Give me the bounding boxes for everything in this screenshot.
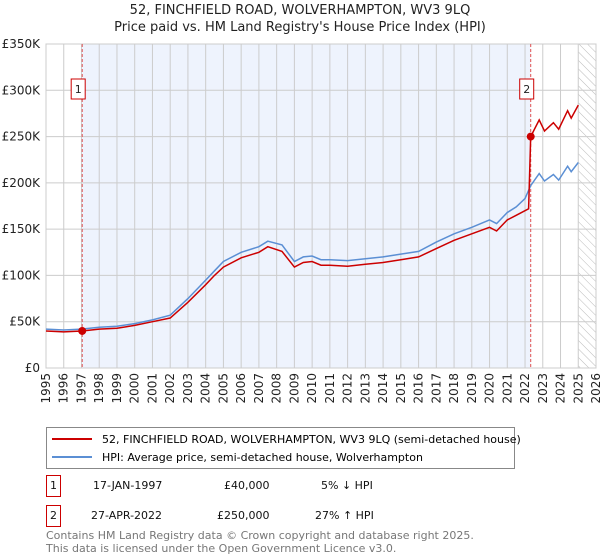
x-tick-label: 2026 [589,373,600,404]
footer: Contains HM Land Registry data © Crown c… [46,529,474,555]
sale-label: 1 [75,83,82,96]
x-tick-label: 2013 [358,373,372,404]
x-tick-label: 2008 [270,373,284,404]
x-tick-label: 1998 [92,373,106,404]
x-tick-label: 1997 [74,373,88,404]
y-tick-label: £0 [25,361,40,375]
hpi-line [45,162,579,331]
sale-hpi-delta: 5% ↓ HPI [321,479,373,492]
sale-point [526,132,535,141]
legend-swatch-red [52,438,92,440]
sale-label-box [70,78,86,100]
x-tick-label: 2015 [394,373,408,404]
y-tick-label: £100K [2,268,42,282]
forecast-hatch [578,44,596,368]
x-tick-label: 2019 [465,373,479,404]
x-tick-label: 2017 [429,373,443,404]
sale-price: £40,000 [224,479,270,492]
y-tick-label: £50K [9,315,41,329]
y-tick-label: £250K [2,130,42,144]
x-tick-label: 1999 [110,373,124,404]
x-tick-label: 2023 [536,373,550,404]
legend: 52, FINCHFIELD ROAD, WOLVERHAMPTON, WV3 … [46,427,521,469]
x-tick-label: 2024 [554,373,568,404]
price-chart: 1995 1996 1997 1998 1999 2000 2001 2002 2003 2004… [2,37,600,404]
sale-point [78,326,87,335]
sale-marker-badge: 1 [46,475,61,497]
sale-marker-badge: 2 [46,505,61,527]
x-tick-label: 1996 [57,373,71,404]
x-tick-label: 2012 [341,373,355,404]
sale-date: 17-JAN-1997 [93,479,163,492]
x-tick-label: 2025 [571,373,585,404]
x-tick-label: 2018 [447,373,461,404]
legend-swatch-blue [52,456,92,458]
plot-frame [45,43,597,369]
sale-price: £250,000 [217,509,270,522]
x-tick-label: 2021 [500,373,514,404]
legend-item-property: 52, FINCHFIELD ROAD, WOLVERHAMPTON, WV3 … [47,430,521,448]
x-tick-label: 2003 [181,373,195,404]
x-tick-label: 2001 [145,373,159,404]
footer-licence: This data is licensed under the Open Gov… [46,542,397,555]
x-tick-label: 2002 [163,373,177,404]
x-tick-label: 2007 [252,373,266,404]
sale-label: 2 [523,83,530,96]
y-tick-label: £200K [2,176,42,190]
x-tick-label: 2000 [128,373,142,404]
transaction-row: 2 27-APR-2022 £250,000 27% ↑ HPI [46,505,446,527]
sale-date: 27-APR-2022 [91,509,163,522]
legend-label: 52, FINCHFIELD ROAD, WOLVERHAMPTON, WV3 … [102,432,521,446]
y-tick-label: £350K [2,37,42,51]
ownership-shading [82,44,531,368]
x-tick-label: 2014 [376,373,390,404]
x-tick-label: 1995 [39,373,53,404]
x-tick-label: 2022 [518,373,532,404]
chart-title: 52, FINCHFIELD ROAD, WOLVERHAMPTON, WV3 … [129,3,471,18]
transaction-row: 1 17-JAN-1997 £40,000 5% ↓ HPI [46,475,446,497]
x-tick-label: 2010 [305,373,319,404]
x-tick-label: 2004 [199,373,213,404]
sale-label-box [519,78,535,100]
x-tick-label: 2009 [287,373,301,404]
footer-copyright: Contains HM Land Registry data © Crown c… [46,529,474,542]
sale-hpi-delta: 27% ↑ HPI [315,509,374,522]
y-tick-label: £300K [2,83,42,97]
chart-subtitle: Price paid vs. HM Land Registry's House … [114,20,486,35]
x-tick-label: 2016 [412,373,426,404]
x-tick-label: 2006 [234,373,248,404]
x-tick-label: 2005 [216,373,230,404]
y-tick-label: £150K [2,222,42,236]
x-tick-label: 2011 [323,373,337,404]
legend-item-hpi: HPI: Average price, semi-detached house,… [47,448,423,466]
x-tick-label: 2020 [483,373,497,404]
legend-label: HPI: Average price, semi-detached house,… [102,450,423,464]
